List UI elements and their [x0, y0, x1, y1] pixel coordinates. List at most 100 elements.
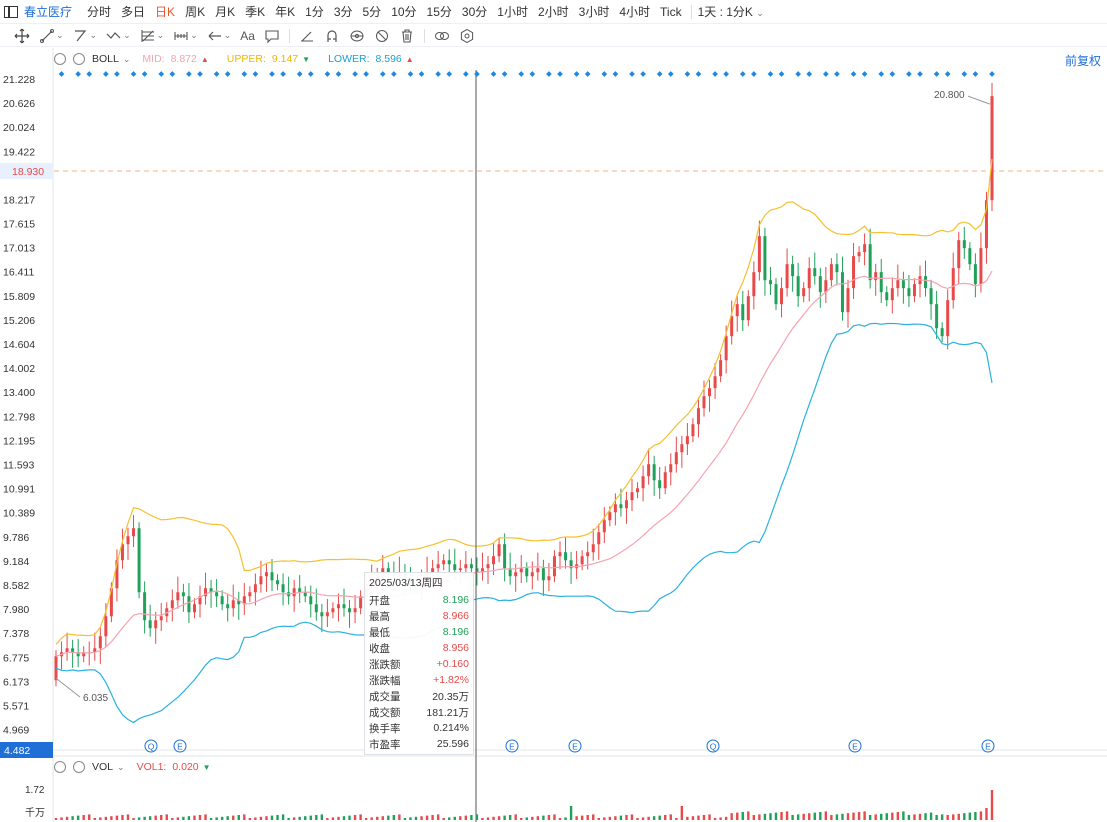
candle-body — [647, 464, 651, 477]
period-tab[interactable]: 5分 — [362, 5, 382, 19]
tooltip-row: 收盘 8.956 — [369, 640, 469, 656]
event-marker-label: E — [509, 742, 515, 752]
signal-dot — [850, 71, 857, 77]
link-icon[interactable] — [434, 28, 450, 44]
fib-tool-icon[interactable]: ⌄ — [140, 28, 164, 44]
signal-dot — [141, 71, 148, 77]
volume-bar — [60, 817, 63, 820]
period-tab[interactable]: 1分 — [305, 5, 324, 19]
line-tool-icon[interactable]: ⌄ — [39, 28, 64, 44]
volume-bar — [636, 818, 639, 820]
price-adjust-toggle[interactable]: 前复权 — [1064, 54, 1101, 68]
signal-dot — [917, 71, 923, 77]
period-tab[interactable]: 季K — [245, 5, 266, 19]
volume-bar — [331, 817, 335, 820]
polyline-tool-icon[interactable]: ⌄ — [73, 28, 97, 44]
wave-tool-icon[interactable]: ⌄ — [106, 28, 131, 44]
volume-bar — [326, 818, 329, 820]
min-price-label: 6.035 — [83, 693, 108, 704]
settings-icon[interactable] — [54, 761, 66, 773]
y-tick-label: 10.991 — [3, 484, 35, 496]
settings-icon[interactable] — [54, 53, 66, 65]
period-tab[interactable]: 分时 — [87, 5, 112, 19]
period-tab[interactable]: 4小时 — [619, 5, 651, 19]
close-icon[interactable] — [73, 53, 85, 65]
volume-bar — [315, 815, 318, 820]
candle-body — [143, 592, 147, 621]
candle-body — [336, 604, 340, 609]
candle-body — [763, 236, 767, 281]
candle-body — [774, 284, 778, 305]
settings-icon[interactable] — [459, 28, 475, 44]
signal-dot — [213, 71, 220, 77]
signal-dot — [224, 71, 231, 77]
volume-bar — [913, 814, 916, 820]
comment-tool-icon[interactable] — [264, 28, 280, 44]
period-tab[interactable]: 10分 — [391, 5, 417, 19]
period-tab[interactable]: 15分 — [426, 5, 452, 19]
measure-tool-icon[interactable]: ⌄ — [173, 28, 198, 44]
period-tab[interactable]: 3分 — [333, 5, 353, 19]
signal-dot — [418, 71, 425, 77]
combo-period-select[interactable]: 1天 : 1分K ⌄ — [697, 5, 764, 19]
candle-body — [890, 288, 894, 301]
volume-bar — [420, 816, 423, 820]
period-tab[interactable]: 日K — [155, 5, 176, 19]
chevron-down-icon[interactable]: ⌄ — [122, 53, 131, 64]
delete-icon[interactable] — [399, 28, 415, 44]
tooltip-label: 最低 — [369, 626, 390, 639]
volume-bar — [592, 814, 595, 820]
period-tab[interactable]: 多日 — [121, 5, 146, 19]
period-tab[interactable]: 3小时 — [578, 5, 610, 19]
period-tab[interactable]: 年K — [275, 5, 296, 19]
period-tab[interactable]: 月K — [215, 5, 236, 19]
period-tab[interactable]: Tick — [660, 4, 682, 19]
close-icon[interactable] — [73, 761, 85, 773]
candle-body — [148, 620, 152, 629]
candle-body — [442, 560, 446, 565]
hide-icon[interactable] — [349, 28, 365, 44]
volume-bar — [641, 817, 645, 820]
panel-toggle-icon[interactable] — [4, 5, 18, 18]
volume-bar — [630, 814, 634, 820]
period-tab[interactable]: 30分 — [461, 5, 488, 19]
period-tab[interactable]: 1小时 — [497, 5, 528, 19]
volume-bar — [835, 814, 839, 820]
period-tab[interactable]: 周K — [185, 5, 206, 19]
y-tick-label: 7.980 — [3, 604, 29, 616]
ruler-icon[interactable] — [299, 28, 315, 44]
text-tool-icon[interactable]: Aa — [240, 28, 255, 43]
volume-bar — [547, 815, 551, 820]
volume-bar — [846, 813, 850, 820]
stock-name[interactable]: 春立医疗 — [24, 5, 73, 19]
arrow-tool-icon[interactable]: ⌄ — [207, 28, 231, 44]
candle-body — [641, 476, 645, 489]
volume-bar — [309, 815, 312, 820]
crosshair-icon[interactable] — [14, 28, 30, 44]
magnet-icon[interactable] — [324, 28, 340, 44]
volume-bar — [796, 814, 800, 820]
tooltip-rows: 开盘 8.196 最高 8.966 最低 8.196 收盘 8.956 涨跌额 +0.160 涨跌幅… — [369, 592, 469, 752]
volume-bar — [713, 818, 717, 820]
volume-bar — [448, 817, 451, 820]
candle-body — [237, 600, 241, 605]
lock-icon[interactable] — [374, 28, 390, 44]
signal-dot — [834, 71, 840, 77]
candle-body — [270, 572, 274, 581]
tooltip-row: 最低 8.196 — [369, 624, 469, 640]
signal-dot — [684, 71, 691, 77]
candle-body — [98, 636, 102, 649]
y-tick-label: 14.604 — [3, 339, 35, 351]
volume-bar — [508, 815, 512, 820]
candle-body — [480, 568, 484, 573]
volume-bar — [531, 816, 534, 820]
volume-bar — [558, 818, 562, 820]
volume-bar — [946, 815, 949, 820]
period-tab[interactable]: 2小时 — [537, 5, 569, 19]
candle-body — [907, 288, 911, 297]
volume-bar — [686, 816, 689, 820]
volume-bar — [220, 816, 224, 820]
signal-dot — [379, 71, 386, 77]
chevron-down-icon[interactable]: ⌄ — [117, 761, 125, 772]
